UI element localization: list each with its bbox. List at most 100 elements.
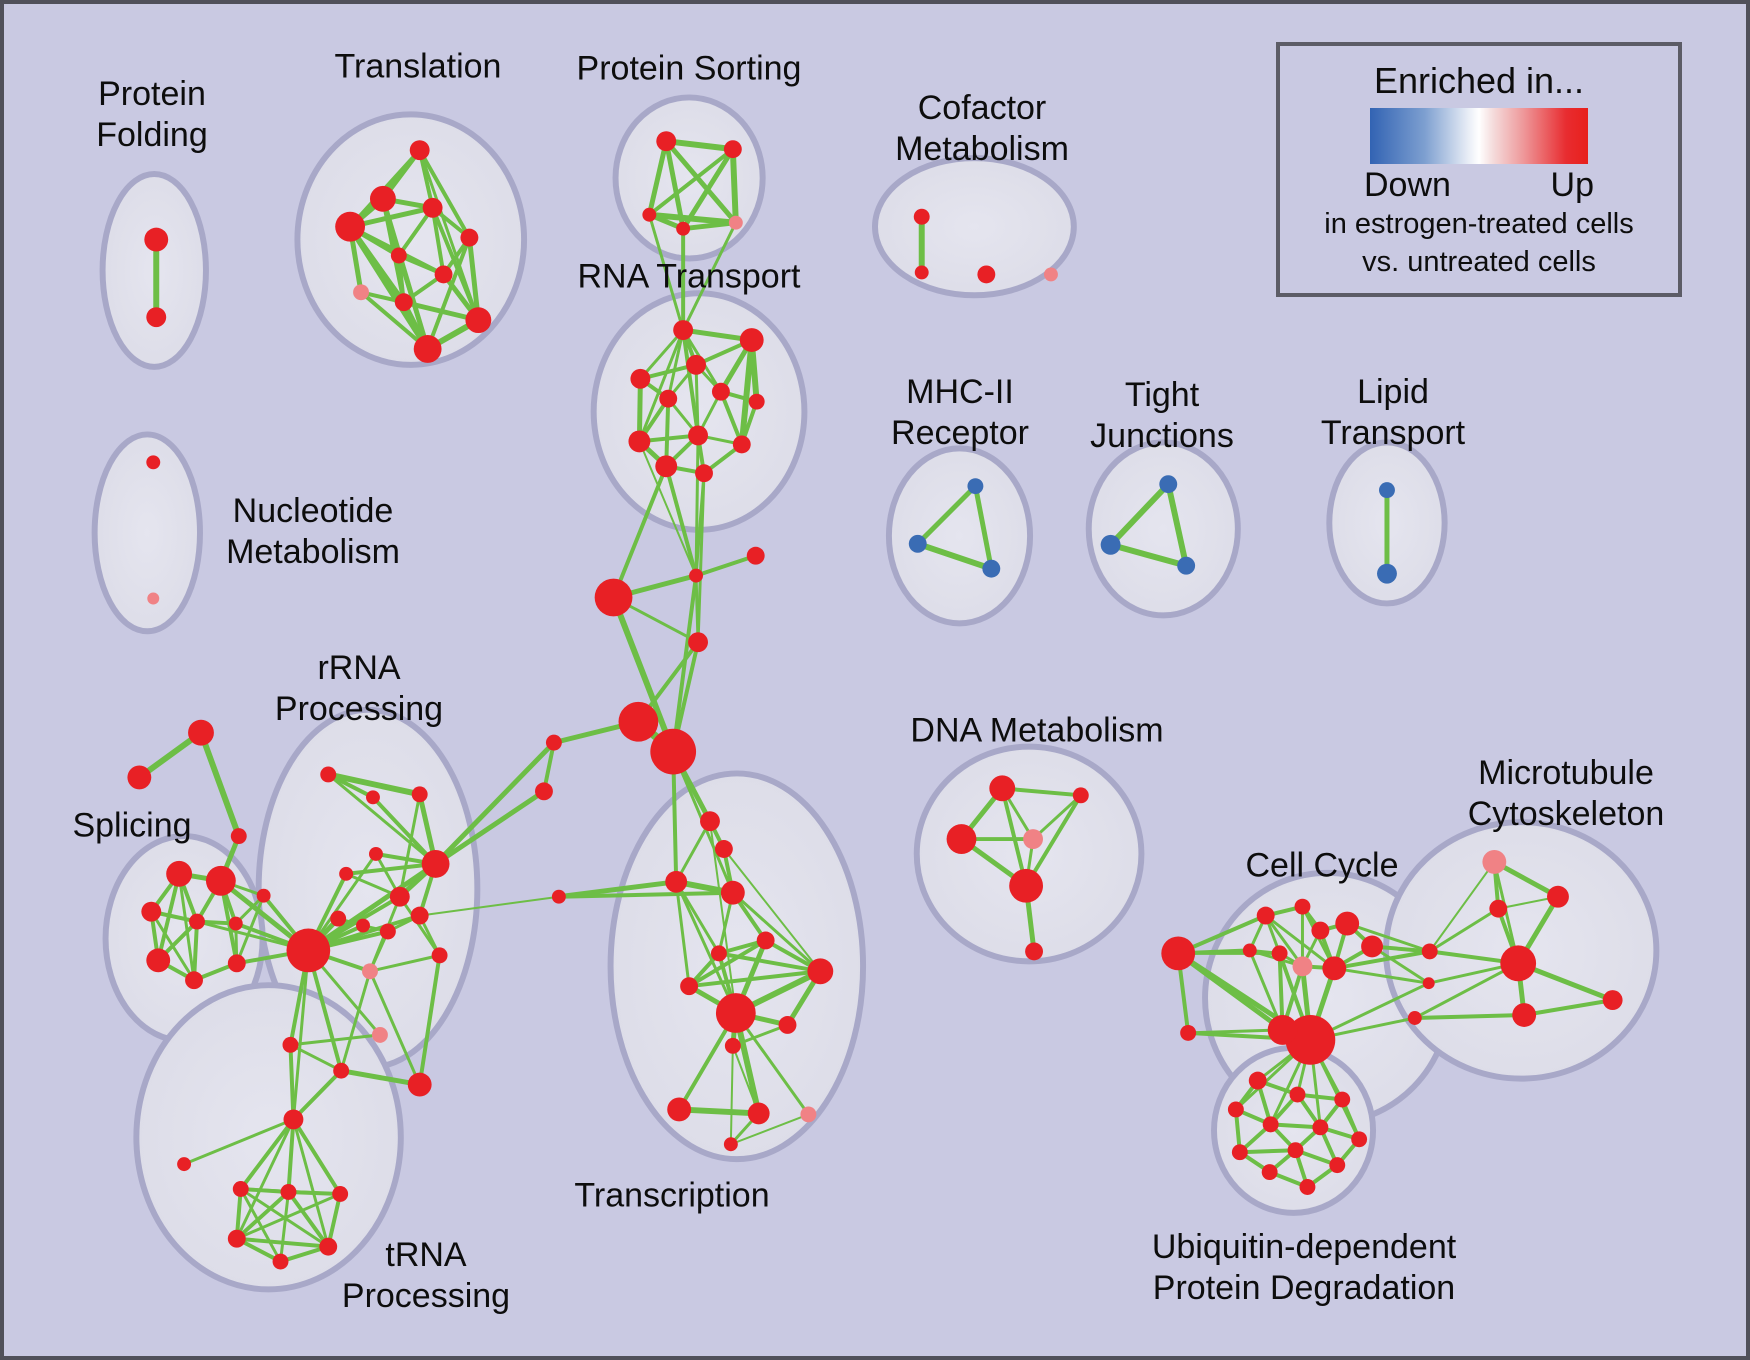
network-node[interactable] [673, 320, 694, 341]
network-node[interactable] [407, 1072, 432, 1097]
network-node[interactable] [1547, 885, 1569, 908]
network-node[interactable] [166, 860, 193, 887]
network-node[interactable] [390, 247, 407, 264]
network-node[interactable] [714, 840, 733, 858]
network-node[interactable] [728, 215, 743, 230]
network-node[interactable] [723, 1137, 738, 1152]
network-node[interactable] [410, 906, 429, 925]
network-node[interactable] [1267, 1015, 1298, 1045]
network-node[interactable] [535, 782, 553, 801]
network-node[interactable] [977, 265, 996, 284]
network-node[interactable] [1422, 977, 1435, 990]
network-node[interactable] [411, 786, 428, 803]
network-node[interactable] [946, 824, 977, 854]
network-node[interactable] [286, 928, 331, 973]
network-node[interactable] [368, 847, 383, 861]
network-node[interactable] [710, 945, 727, 962]
network-node[interactable] [676, 221, 691, 236]
network-node[interactable] [389, 886, 410, 907]
network-node[interactable] [256, 888, 271, 903]
network-node[interactable] [1329, 1157, 1346, 1174]
network-node[interactable] [655, 455, 678, 478]
network-node[interactable] [1009, 868, 1044, 903]
network-node[interactable] [1294, 898, 1311, 915]
network-node[interactable] [394, 293, 413, 312]
network-node[interactable] [1351, 1131, 1368, 1148]
network-node[interactable] [665, 870, 688, 893]
network-node[interactable] [967, 478, 984, 495]
network-node[interactable] [723, 140, 742, 159]
network-node[interactable] [282, 1036, 299, 1053]
network-node[interactable] [177, 1157, 192, 1172]
network-node[interactable] [1177, 556, 1196, 575]
network-node[interactable] [356, 918, 370, 933]
network-node[interactable] [272, 1253, 289, 1270]
network-node[interactable] [724, 1037, 741, 1054]
network-node[interactable] [339, 866, 354, 881]
network-node[interactable] [551, 889, 566, 904]
network-node[interactable] [369, 185, 396, 212]
network-node[interactable] [144, 227, 169, 252]
network-node[interactable] [366, 790, 380, 805]
network-node[interactable] [431, 947, 448, 964]
network-node[interactable] [688, 632, 708, 653]
network-node[interactable] [413, 335, 442, 363]
network-node[interactable] [659, 389, 678, 408]
network-node[interactable] [353, 284, 369, 301]
network-node[interactable] [1242, 943, 1257, 958]
network-node[interactable] [1421, 943, 1438, 960]
network-node[interactable] [335, 211, 366, 242]
network-node[interactable] [618, 701, 659, 742]
network-node[interactable] [1361, 935, 1383, 958]
network-node[interactable] [695, 464, 713, 483]
network-node[interactable] [807, 958, 834, 985]
network-node[interactable] [1292, 956, 1313, 977]
network-node[interactable] [778, 1016, 797, 1034]
network-node[interactable] [908, 534, 927, 553]
network-node[interactable] [1285, 1015, 1336, 1065]
network-node[interactable] [228, 916, 243, 931]
network-node[interactable] [146, 948, 171, 973]
network-node[interactable] [1262, 1116, 1279, 1133]
network-node[interactable] [1227, 1101, 1244, 1118]
network-node[interactable] [711, 382, 730, 401]
network-node[interactable] [1256, 906, 1275, 925]
network-node[interactable] [1287, 1142, 1304, 1159]
network-node[interactable] [1261, 1164, 1278, 1181]
network-node[interactable] [630, 368, 651, 389]
network-node[interactable] [188, 719, 214, 746]
network-node[interactable] [1500, 945, 1537, 982]
network-node[interactable] [422, 197, 443, 218]
network-node[interactable] [913, 208, 930, 225]
network-node[interactable] [147, 592, 160, 605]
network-node[interactable] [800, 1106, 817, 1123]
network-node[interactable] [1044, 267, 1058, 282]
network-node[interactable] [1379, 482, 1395, 499]
network-node[interactable] [146, 455, 161, 470]
network-node[interactable] [227, 1229, 246, 1248]
network-node[interactable] [379, 923, 396, 940]
network-node[interactable] [628, 430, 651, 453]
network-node[interactable] [362, 963, 378, 980]
network-node[interactable] [989, 775, 1016, 802]
network-node[interactable] [230, 828, 247, 845]
network-node[interactable] [127, 765, 152, 790]
network-node[interactable] [333, 1062, 350, 1079]
network-node[interactable] [1180, 1024, 1197, 1041]
network-node[interactable] [465, 307, 492, 334]
network-node[interactable] [756, 931, 775, 950]
network-node[interactable] [642, 207, 657, 222]
network-node[interactable] [1377, 563, 1397, 584]
network-node[interactable] [656, 131, 677, 152]
network-node[interactable] [1025, 942, 1044, 961]
network-node[interactable] [146, 307, 167, 328]
network-node[interactable] [1602, 990, 1623, 1011]
network-node[interactable] [686, 354, 706, 375]
network-node[interactable] [1100, 534, 1121, 555]
network-node[interactable] [732, 435, 751, 454]
network-node[interactable] [1248, 1071, 1267, 1090]
network-node[interactable] [205, 865, 236, 896]
network-node[interactable] [688, 425, 708, 446]
network-node[interactable] [1312, 1119, 1329, 1136]
network-node[interactable] [320, 766, 337, 783]
